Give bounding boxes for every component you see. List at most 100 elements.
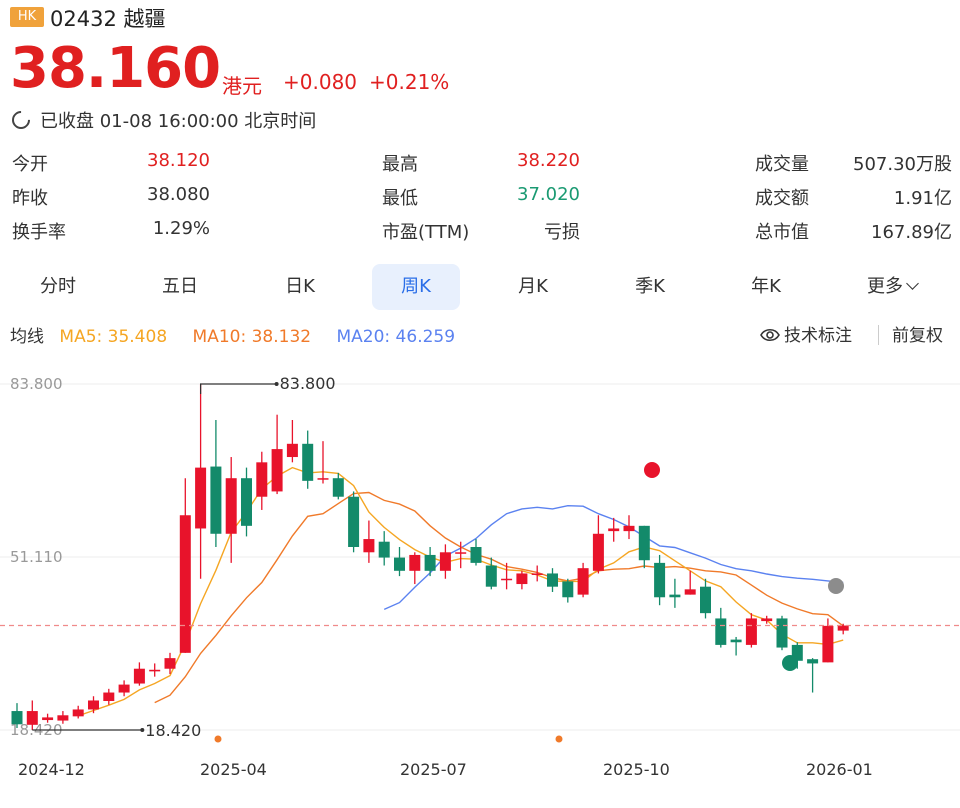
candle-body[interactable] [577,568,589,595]
candle-body[interactable] [592,533,604,571]
eye-icon [760,328,780,342]
quote-label: 换手率 [12,222,66,243]
candle-body[interactable] [791,644,803,661]
ma20-value: MA20: 46.259 [336,327,456,347]
candle-body[interactable] [837,625,849,631]
quote-label: 总市值 [755,222,809,243]
candle-body[interactable] [745,618,757,645]
candle-body[interactable] [118,684,130,693]
tab-five-day[interactable]: 五日 [162,276,198,297]
tab-intraday[interactable]: 分时 [40,276,76,297]
event-marker-green[interactable] [782,655,798,671]
candle-body[interactable] [103,692,115,701]
market-badge: HK [10,7,44,27]
quote-value: 37.020 [517,184,580,205]
min-annotation-dot [140,728,145,732]
quote-value: 38.220 [517,150,580,171]
candle-body[interactable] [409,554,421,571]
candle-body[interactable] [348,496,360,547]
event-dot[interactable] [555,735,563,743]
candle-body[interactable] [72,709,84,717]
price-change: +0.080 [283,70,358,94]
quote-value: 亏损 [544,222,580,243]
candle-body[interactable] [547,573,558,587]
adjust-toggle[interactable]: 前复权 [892,326,943,346]
candle-body[interactable] [57,715,69,721]
quote-label: 最高 [382,154,418,175]
stock-title: 02432 越疆 [50,7,166,31]
candle-body[interactable] [378,541,390,558]
candle-body[interactable] [225,478,237,534]
candle-body[interactable] [88,700,99,710]
candle-body[interactable] [501,578,513,581]
candle-body[interactable] [317,478,329,480]
candle-body[interactable] [531,573,543,575]
candlestick-chart[interactable]: 83.800 51.110 18.420 83.800 18.420 2024-… [0,355,960,808]
candle-body[interactable] [332,478,344,497]
tab-more[interactable]: 更多 [852,264,932,310]
market-status: 已收盘 01-08 16:00:00 北京时间 [40,111,317,132]
quote-label: 昨收 [12,188,48,209]
candle-body[interactable] [761,618,773,622]
quote-value: 1.91亿 [893,188,952,209]
tab-daily-k[interactable]: 日K [285,276,315,297]
candle-body[interactable] [271,449,283,492]
tab-yearly-k[interactable]: 年K [751,276,781,297]
quote-value: 507.30万股 [853,154,952,175]
candle-body[interactable] [179,515,191,653]
candle-body[interactable] [302,443,314,481]
candle-body[interactable] [149,669,161,672]
candle-body[interactable] [623,525,635,532]
candle-body[interactable] [363,539,375,553]
candle-body[interactable] [256,462,268,497]
candle-body[interactable] [455,552,467,554]
y-tick-label: 51.110 [10,548,63,566]
candle-body[interactable] [286,443,298,458]
tech-annotations-toggle[interactable]: 技术标注 [760,321,852,346]
tech-annotations-label: 技术标注 [784,326,852,346]
candle-body[interactable] [424,554,436,571]
candle-body[interactable] [638,525,650,561]
tab-weekly-k[interactable]: 周K [372,264,460,310]
x-tick-label: 2025-10 [603,760,670,779]
candle-body[interactable] [516,573,528,585]
tab-quarterly-k[interactable]: 季K [635,276,665,297]
max-annotation-line [200,383,277,394]
max-annotation-dot [274,382,279,386]
tab-monthly-k[interactable]: 月K [518,276,548,297]
candle-body[interactable] [210,466,222,534]
candle-body[interactable] [42,717,54,721]
candle-body[interactable] [700,586,711,614]
candle-body[interactable] [439,552,451,571]
candle-body[interactable] [654,562,666,598]
candle-body[interactable] [485,565,497,587]
quote-value: 38.080 [147,184,210,205]
current-price: 38.160 [10,36,221,101]
candle-body[interactable] [562,581,574,598]
candle-body[interactable] [470,546,482,563]
candle-body[interactable] [669,594,681,598]
candle-body[interactable] [822,625,834,663]
candle-body[interactable] [26,711,38,725]
quote-label: 市盈(TTM) [382,222,470,243]
candle-body[interactable] [776,618,788,648]
candle-body[interactable] [11,711,23,725]
candle-body[interactable] [241,478,252,526]
candle-body[interactable] [715,618,727,645]
tab-more-label: 更多 [867,276,903,297]
event-dot[interactable] [214,735,222,743]
candle-body[interactable] [807,659,819,664]
candle-body[interactable] [133,668,145,684]
currency-label: 港元 [222,74,262,98]
event-marker-gray[interactable] [828,578,844,594]
candle-body[interactable] [730,639,742,643]
candle-body[interactable] [684,589,696,595]
candle-body[interactable] [608,528,620,532]
x-tick-label: 2025-04 [200,760,267,779]
candle-body[interactable] [394,557,405,571]
event-marker-red[interactable] [644,462,660,478]
candle-body[interactable] [195,467,207,529]
candle-body[interactable] [164,658,176,669]
quote-value: 167.89亿 [871,222,952,243]
quote-label: 最低 [382,188,418,209]
